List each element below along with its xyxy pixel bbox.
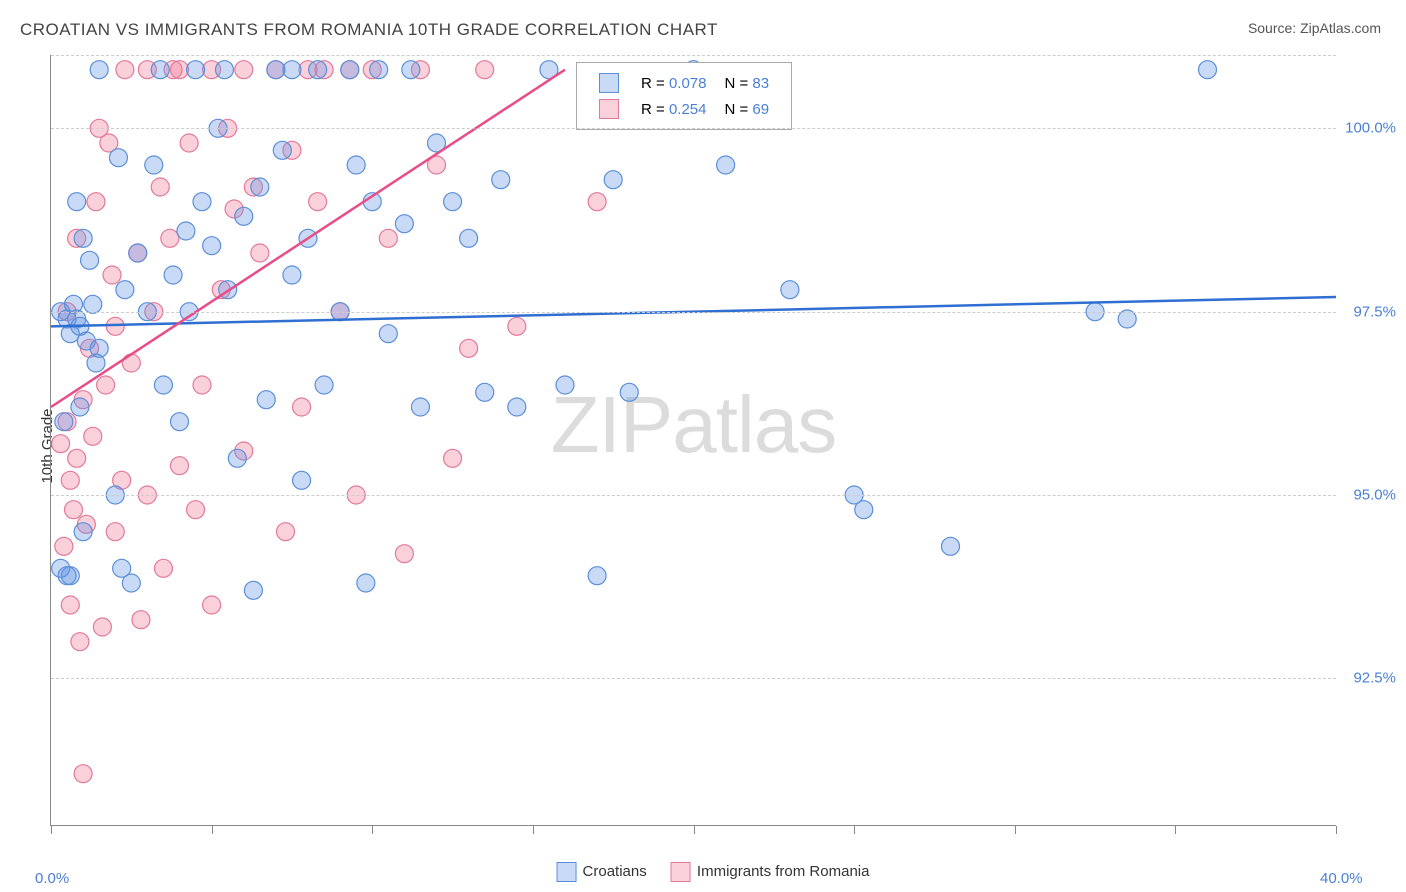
n-label: N = [724,75,748,92]
n-value-romania: 69 [752,101,769,118]
romania-swatch-icon [599,99,619,119]
r-value-romania: 0.254 [669,101,707,118]
romania-swatch-icon [671,862,691,882]
x-tick-label: 40.0% [1320,870,1363,887]
legend-label-romania: Immigrants from Romania [697,863,870,880]
croatians-swatch-icon [599,73,619,93]
legend-row-croatians: R = 0.078 N = 83 [591,71,777,95]
y-tick-label: 97.5% [1353,303,1396,320]
y-tick-label: 100.0% [1345,120,1396,137]
croatians-swatch-icon [557,862,577,882]
r-value-croatians: 0.078 [669,75,707,92]
chart-area: ZIPatlas R = 0.078 N = 83 R = 0.254 N = … [50,55,1336,826]
n-label: N = [724,101,748,118]
scatter-plot-svg [51,55,1336,825]
legend-table: R = 0.078 N = 83 R = 0.254 N = 69 [589,69,779,123]
page-title: CROATIAN VS IMMIGRANTS FROM ROMANIA 10TH… [20,20,718,40]
x-tick-label: 0.0% [35,870,69,887]
legend-label-croatians: Croatians [583,863,647,880]
y-tick-label: 92.5% [1353,670,1396,687]
correlation-legend: R = 0.078 N = 83 R = 0.254 N = 69 [576,62,792,130]
source-label: Source: ZipAtlas.com [1248,20,1381,36]
y-tick-label: 95.0% [1353,487,1396,504]
r-label: R = [641,75,665,92]
r-label: R = [641,101,665,118]
legend-row-romania: R = 0.254 N = 69 [591,97,777,121]
bottom-legend: Croatians Immigrants from Romania [537,862,870,882]
n-value-croatians: 83 [752,75,769,92]
